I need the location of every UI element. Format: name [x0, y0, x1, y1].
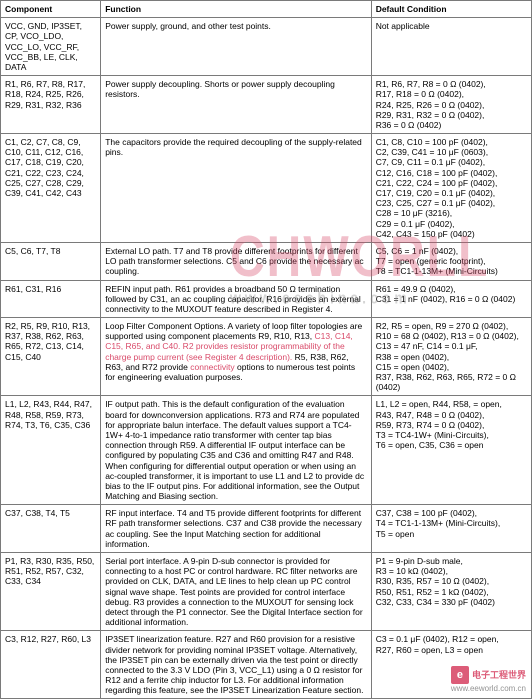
cell-function: IP3SET linearization feature. R27 and R6…: [101, 631, 372, 699]
cell-component: VCC, GND, IP3SET, CP, VCO_LDO, VCC_LO, V…: [1, 18, 101, 76]
footer-badge: e: [451, 666, 469, 684]
cell-component: P1, R3, R30, R35, R50, R51, R52, R57, C3…: [1, 553, 101, 631]
cell-component: C1, C2, C7, C8, C9, C10, C11, C12, C16, …: [1, 134, 101, 243]
table-row: C5, C6, T7, T8External LO path. T7 and T…: [1, 242, 532, 280]
footer-logo: e电子工程世界 www.eeworld.com.cn: [451, 666, 526, 694]
cell-component: R61, C31, R16: [1, 280, 101, 318]
cell-default: R61 = 49.9 Ω (0402), C31 = 1 nF (0402), …: [371, 280, 531, 318]
cell-default: R2, R5 = open, R9 = 270 Ω (0402), R10 = …: [371, 318, 531, 396]
cell-component: C5, C6, T7, T8: [1, 242, 101, 280]
component-table: Component Function Default Condition VCC…: [0, 0, 532, 699]
table-row: C1, C2, C7, C8, C9, C10, C11, C12, C16, …: [1, 134, 532, 243]
cell-function: The capacitors provide the required deco…: [101, 134, 372, 243]
cell-function: REFIN input path. R61 provides a broadba…: [101, 280, 372, 318]
cell-default: P1 = 9-pin D-sub male, R3 = 10 kΩ (0402)…: [371, 553, 531, 631]
cell-function: IF output path. This is the default conf…: [101, 396, 372, 505]
cell-function: Serial port interface. A 9-pin D-sub con…: [101, 553, 372, 631]
table-row: R1, R6, R7, R8, R17, R18, R24, R25, R26,…: [1, 76, 532, 134]
col-component: Component: [1, 1, 101, 18]
cell-default: R1, R6, R7, R8 = 0 Ω (0402), R17, R18 = …: [371, 76, 531, 134]
cell-component: L1, L2, R43, R44, R47, R48, R58, R59, R7…: [1, 396, 101, 505]
cell-default: C1, C8, C10 = 100 pF (0402), C2, C39, C4…: [371, 134, 531, 243]
table-row: C37, C38, T4, T5RF input interface. T4 a…: [1, 505, 532, 553]
cell-default: L1, L2 = open, R44, R58, = open, R43, R4…: [371, 396, 531, 505]
table-row: P1, R3, R30, R35, R50, R51, R52, R57, C3…: [1, 553, 532, 631]
table-row: R61, C31, R16REFIN input path. R61 provi…: [1, 280, 532, 318]
cell-component: R2, R5, R9, R10, R13, R37, R38, R62, R63…: [1, 318, 101, 396]
cell-default: Not applicable: [371, 18, 531, 76]
table-header-row: Component Function Default Condition: [1, 1, 532, 18]
cell-function: Loop Filter Component Options. A variety…: [101, 318, 372, 396]
cell-component: C3, R12, R27, R60, L3: [1, 631, 101, 699]
cell-function: External LO path. T7 and T8 provide diff…: [101, 242, 372, 280]
cell-default: C37, C38 = 100 pF (0402), T4 = TC1-1-13M…: [371, 505, 531, 553]
cell-function: Power supply decoupling. Shorts or power…: [101, 76, 372, 134]
cell-default: C5, C6 = 1 nF (0402), T7 = open (generic…: [371, 242, 531, 280]
cell-function: Power supply, ground, and other test poi…: [101, 18, 372, 76]
cell-component: R1, R6, R7, R8, R17, R18, R24, R25, R26,…: [1, 76, 101, 134]
table-row: L1, L2, R43, R44, R47, R48, R58, R59, R7…: [1, 396, 532, 505]
table-row: R2, R5, R9, R10, R13, R37, R38, R62, R63…: [1, 318, 532, 396]
col-default: Default Condition: [371, 1, 531, 18]
table-row: VCC, GND, IP3SET, CP, VCO_LDO, VCC_LO, V…: [1, 18, 532, 76]
cell-component: C37, C38, T4, T5: [1, 505, 101, 553]
cell-function: RF input interface. T4 and T5 provide di…: [101, 505, 372, 553]
col-function: Function: [101, 1, 372, 18]
